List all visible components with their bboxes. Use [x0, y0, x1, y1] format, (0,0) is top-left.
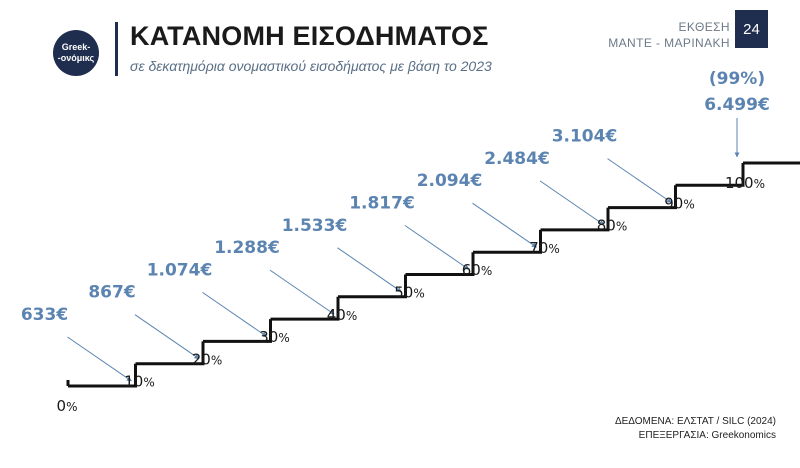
value-label: 1.074€ — [147, 260, 213, 280]
percentile-tick-label: 10% — [124, 373, 155, 391]
source-processing: ΕΠΕΞΕΡΓΑΣΙΑ: Greekonomics — [638, 430, 776, 441]
percentile-99-label: (99%) — [709, 69, 765, 89]
callout-arrow — [67, 336, 132, 382]
value-label: 1.533€ — [282, 216, 348, 236]
source-note: ΔΕΔΟΜΕΝΑ: ΕΛΣΤΑΤ / SILC (2024) ΕΠΕΞΕΡΓΑΣ… — [615, 415, 776, 443]
percentile-tick-label: 100% — [725, 174, 765, 192]
step-segment — [405, 252, 475, 276]
percentile-tick-label: 50% — [394, 284, 425, 302]
step-segment — [68, 363, 137, 388]
callout-arrow — [539, 180, 605, 226]
value-label: 2.094€ — [417, 171, 483, 191]
page-number-badge: 24 — [735, 10, 768, 48]
step-segment — [540, 207, 610, 232]
value-label: 633€ — [21, 305, 68, 325]
value-label: 2.484€ — [484, 149, 550, 169]
step-segment — [675, 163, 745, 187]
step-segment — [338, 274, 407, 299]
percentile-tick-label: 80% — [597, 217, 628, 235]
callout-arrow — [337, 247, 402, 293]
page-subtitle: σε δεκατημόρια ονομαστικού εισοδήματος μ… — [130, 58, 492, 74]
logo-line-1: Greek- — [61, 42, 91, 52]
logo-line-2: -ονόμικς — [57, 53, 95, 63]
report-line-1: ΕΚΘΕΣΗ — [678, 20, 730, 34]
step-segment — [135, 341, 205, 366]
title-divider — [115, 22, 118, 76]
value-label: 1.817€ — [349, 194, 415, 214]
callout-arrow — [134, 314, 200, 360]
callout-arrow — [607, 158, 672, 204]
percentile-tick-label: 70% — [529, 239, 560, 257]
percentile-tick-label: 40% — [327, 306, 358, 324]
step-segment — [608, 185, 677, 210]
percentile-tick-label: 20% — [192, 350, 223, 368]
callout-arrow — [269, 269, 335, 315]
callout-arrow — [404, 225, 470, 270]
value-label: 3.104€ — [552, 127, 618, 147]
value-label: 867€ — [88, 283, 135, 303]
callout-arrow — [472, 202, 537, 248]
value-label: 6.499€ — [704, 95, 770, 115]
percentile-tick-label: 60% — [462, 261, 493, 279]
percentile-tick-label: 0% — [57, 397, 78, 415]
value-label: 1.288€ — [214, 238, 280, 258]
percentile-tick-label: 90% — [664, 194, 695, 212]
report-line-2: ΜΑΝΤΕ - ΜΑΡΙΝΑΚΗ — [608, 36, 730, 50]
percentile-tick-label: 30% — [259, 328, 290, 346]
greekonomics-logo: Greek- -ονόμικς — [53, 30, 99, 76]
report-label: ΕΚΘΕΣΗ ΜΑΝΤΕ - ΜΑΡΙΝΑΚΗ — [608, 19, 730, 51]
source-data: ΔΕΔΟΜΕΝΑ: ΕΛΣΤΑΤ / SILC (2024) — [614, 416, 776, 427]
step-segment — [270, 296, 340, 321]
page-title: ΚΑΤΑΝΟΜΗ ΕΙΣΟΔΗΜΑΤΟΣ — [130, 21, 489, 51]
step-segment — [473, 229, 542, 254]
step-segment — [203, 319, 272, 343]
callout-arrow — [202, 291, 267, 337]
